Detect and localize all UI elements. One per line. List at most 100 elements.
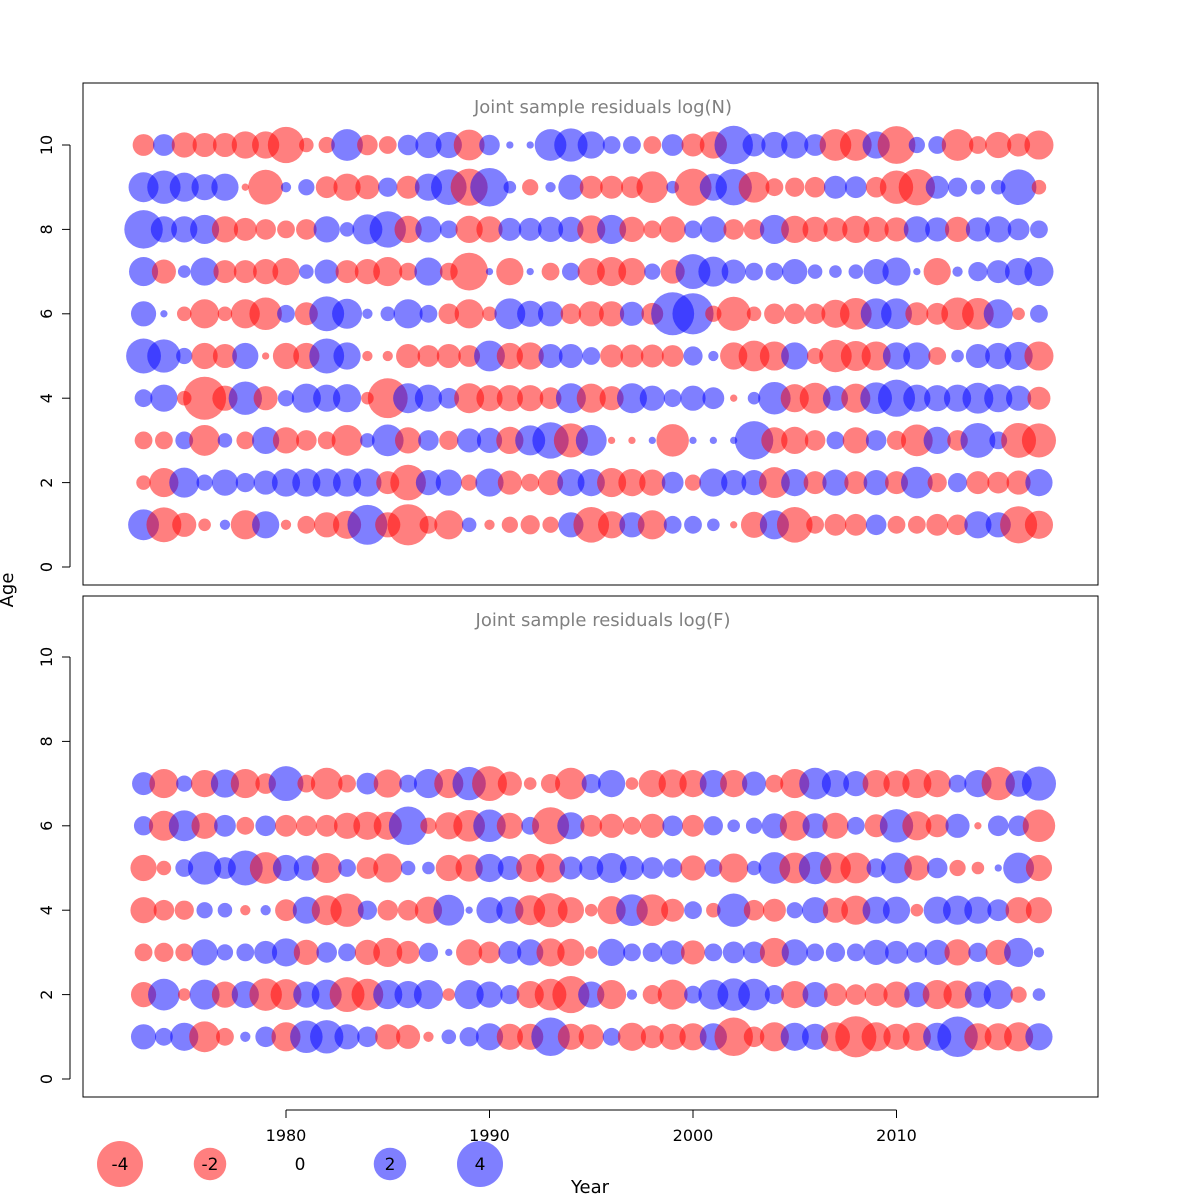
bubble-age7-year2002	[721, 259, 746, 284]
bubble-age5-year1984	[362, 350, 373, 362]
bubble-age1-year1993	[542, 516, 559, 533]
bubble-age7-year1994	[555, 767, 587, 800]
bubble-age4-year2013	[943, 895, 973, 925]
bubble-age3-year1980	[271, 938, 301, 967]
bubble-age3-year1983	[338, 943, 356, 962]
bubble-age7-year1997	[618, 257, 646, 286]
bubble-age7-year1997	[625, 777, 639, 790]
bubble-age6-year1983	[333, 812, 361, 839]
bubble-age1-year1989	[459, 1027, 479, 1047]
y-tick-label: 10	[37, 647, 56, 667]
bubble-age2-year1993	[537, 470, 564, 496]
bubble-age2-year2008	[844, 471, 868, 495]
bubble-age3-year2010	[886, 430, 907, 451]
bubble-age6-year1977	[217, 306, 233, 322]
bubble-age1-year1975	[172, 512, 197, 537]
bubble-age4-year2008	[841, 895, 871, 925]
bubble-age8-year1973	[124, 210, 163, 249]
bubble-age6-year1997	[619, 301, 645, 326]
bubble-age7-year1998	[644, 263, 661, 280]
bubble-age1-year1998	[640, 1025, 664, 1049]
bubble-age4-year2001	[706, 902, 721, 918]
bubble-age7-year1983	[335, 260, 359, 284]
bubble-age4-year1973	[134, 389, 153, 408]
bubble-age2-year2009	[863, 470, 889, 496]
bubble-age7-year1981	[299, 264, 314, 279]
bubble-age7-year1980	[272, 257, 300, 286]
bubble-age5-year2005	[781, 342, 809, 370]
bubble-age4-year2015	[984, 384, 1013, 413]
bubble-age4-year1991	[496, 896, 524, 924]
bubble-age4-year1989	[465, 906, 473, 914]
bubble-age5-year2009	[861, 341, 891, 371]
bubble-age1-year1987	[419, 515, 438, 534]
bubble-age4-year1995	[584, 903, 598, 917]
bubble-age6-year2001	[703, 816, 723, 836]
bubble-age3-year1999	[660, 940, 685, 965]
bubble-age5-year1985	[382, 350, 393, 362]
bubble-age10-year2000	[681, 133, 705, 157]
bubble-age2-year1975	[169, 467, 200, 498]
bubble-age7-year2017	[1021, 766, 1057, 801]
bubble-age1-year1983	[334, 1024, 360, 1050]
bubble-age3-year1973	[134, 943, 153, 962]
bubble-age2-year2001	[699, 468, 728, 497]
x-axis-title: Year	[570, 1177, 610, 1198]
bubble-age5-year1992	[516, 853, 545, 883]
bubble-age5-year1979	[262, 352, 270, 360]
bubble-age7-year2003	[741, 771, 767, 796]
bubble-age6-year2004	[764, 303, 785, 325]
bubble-age3-year2013	[944, 939, 971, 966]
bubble-age10-year2002	[714, 125, 753, 165]
bubble-age2-year1988	[435, 469, 462, 496]
bubble-age3-year2010	[885, 940, 908, 964]
bubble-age3-year1979	[252, 426, 280, 455]
bubble-age5-year1993	[536, 853, 566, 883]
bubble-age1-year1987	[423, 1031, 434, 1042]
bubble-age7-year2015	[981, 766, 1015, 801]
bubble-age8-year1992	[518, 217, 542, 241]
bubble-age1-year2002	[714, 1017, 753, 1057]
bubble-age1-year1997	[619, 512, 645, 538]
bubble-age9-year1980	[280, 182, 292, 193]
bubble-age4-year1976	[183, 376, 227, 420]
bubble-age6-year1979	[255, 815, 276, 837]
legend-label: -2	[202, 1155, 219, 1175]
bubble-age4-year1982	[313, 384, 341, 412]
bubble-age8-year1981	[296, 219, 317, 240]
bubble-age4-year1994	[555, 383, 586, 414]
bubble-age9-year1993	[545, 182, 556, 193]
legend-label: 4	[475, 1155, 486, 1175]
bubble-age2-year2010	[883, 981, 910, 1008]
bubble-age8-year2011	[903, 216, 930, 243]
bubble-age4-year1993	[533, 893, 568, 928]
bubble-age10-year1995	[577, 131, 605, 159]
bubble-age1-year1982	[314, 512, 340, 538]
bubble-age5-year1980	[272, 342, 300, 370]
bubble-age1-year1973	[130, 1024, 157, 1050]
bubble-age3-year2000	[689, 436, 697, 445]
bubble-age2-year1990	[475, 468, 504, 497]
bubble-age5-year1995	[582, 347, 601, 365]
bubble-age2-year2012	[927, 472, 947, 493]
bubble-age2-year1975	[177, 988, 191, 1001]
bubble-age5-year1975	[176, 347, 193, 365]
bubble-age3-year1995	[584, 946, 598, 959]
bubble-age6-year2005	[779, 810, 810, 841]
bubble-age7-year2011	[913, 267, 921, 276]
bubble-age1-year2017	[1025, 1023, 1053, 1051]
bubble-age2-year1973	[136, 475, 151, 490]
bubble-age7-year1995	[581, 773, 601, 794]
bubble-age4-year1987	[414, 384, 443, 412]
bubble-age2-year1977	[211, 981, 239, 1008]
y-tick-label: 2	[37, 990, 56, 1000]
bubble-age5-year1999	[661, 345, 684, 367]
bubble-age5-year1974	[156, 860, 172, 876]
bubble-age5-year1984	[356, 857, 379, 879]
bubble-age4-year2002	[717, 893, 751, 927]
panel-frame	[82, 82, 1099, 586]
bubble-age4-year1992	[517, 385, 544, 412]
bubble-age2-year1998	[639, 469, 666, 496]
bubble-age2-year2013	[943, 980, 972, 1009]
